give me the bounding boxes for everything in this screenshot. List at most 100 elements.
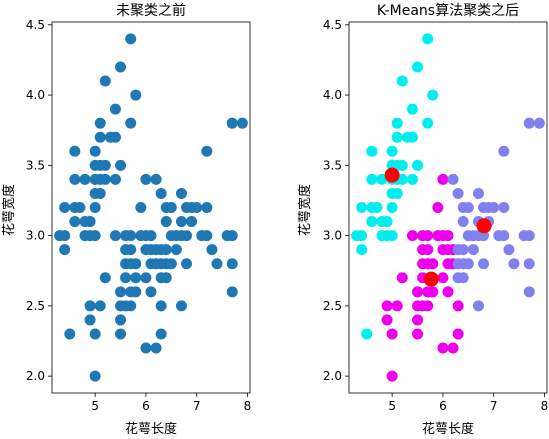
- data-point: [452, 328, 464, 340]
- data-point: [226, 258, 238, 270]
- data-point: [437, 173, 449, 185]
- data-point: [211, 258, 223, 270]
- data-point: [457, 272, 469, 284]
- data-point: [140, 342, 152, 354]
- data-point: [472, 187, 484, 199]
- y-tick-label: 3.5: [26, 158, 45, 172]
- data-point: [366, 216, 378, 228]
- data-points: [351, 33, 545, 382]
- data-point: [396, 159, 408, 171]
- y-ticks: 2.0 2.5 3.0 3.5 4.0 4.5: [26, 18, 52, 383]
- data-point: [175, 300, 187, 312]
- data-point: [406, 103, 418, 115]
- data-point: [376, 173, 388, 185]
- chart-title: 未聚类之前: [116, 2, 186, 19]
- data-point: [396, 75, 408, 87]
- data-point: [109, 230, 121, 242]
- y-tick-label: 2.0: [323, 369, 342, 383]
- data-point: [422, 244, 434, 256]
- data-point: [160, 272, 172, 284]
- data-point: [386, 230, 398, 242]
- data-point: [381, 216, 393, 228]
- x-tick-label: 7: [193, 399, 201, 413]
- y-ticks: 2.0 2.5 3.0 3.5 4.0 4.5: [323, 18, 349, 383]
- data-point: [125, 244, 137, 256]
- data-point: [170, 244, 182, 256]
- data-point: [175, 187, 187, 199]
- data-point: [191, 202, 203, 213]
- data-point: [432, 202, 444, 213]
- data-point: [442, 230, 454, 242]
- x-tick-label: 6: [142, 399, 150, 413]
- x-tick-label: 7: [490, 399, 498, 413]
- data-point: [109, 103, 121, 115]
- x-tick-label: 8: [244, 399, 252, 413]
- data-point: [84, 216, 96, 228]
- data-point: [437, 342, 449, 354]
- data-point: [94, 300, 106, 312]
- data-point: [84, 300, 96, 312]
- data-point: [391, 117, 403, 129]
- data-point: [155, 300, 167, 312]
- data-point: [462, 258, 474, 270]
- data-point: [437, 272, 449, 284]
- x-axis-label: 花萼长度: [422, 421, 474, 437]
- data-point: [175, 216, 187, 228]
- data-point: [89, 328, 101, 340]
- data-point: [457, 216, 469, 228]
- data-point: [115, 314, 127, 326]
- data-point: [206, 244, 218, 256]
- y-tick-label: 4.5: [323, 18, 342, 32]
- data-point: [130, 89, 142, 101]
- data-point: [140, 173, 152, 185]
- data-point: [412, 61, 424, 73]
- data-point: [523, 230, 535, 242]
- data-point: [391, 131, 403, 143]
- data-point: [498, 145, 510, 157]
- data-point: [99, 272, 111, 284]
- x-tick-label: 8: [541, 399, 549, 413]
- data-point: [412, 286, 424, 298]
- plot-frame: [51, 21, 251, 394]
- data-point: [125, 117, 137, 129]
- data-point: [145, 286, 157, 298]
- data-point: [64, 328, 76, 340]
- y-tick-label: 4.5: [26, 18, 45, 32]
- data-point: [488, 202, 500, 213]
- x-tick-label: 5: [388, 399, 396, 413]
- data-point: [386, 328, 398, 340]
- data-point: [160, 216, 172, 228]
- centroid-point: [476, 218, 492, 234]
- data-point: [150, 342, 162, 354]
- data-point: [371, 202, 383, 213]
- data-point: [386, 145, 398, 157]
- data-point: [155, 187, 167, 199]
- data-point: [523, 286, 535, 298]
- data-point: [99, 159, 111, 171]
- y-tick-label: 2.5: [323, 299, 342, 313]
- data-point: [79, 173, 91, 185]
- data-point: [89, 230, 101, 242]
- data-point: [366, 173, 378, 185]
- data-point: [186, 216, 198, 228]
- data-point: [533, 117, 545, 129]
- data-point: [109, 173, 121, 185]
- data-point: [412, 159, 424, 171]
- data-point: [99, 75, 111, 87]
- data-point: [406, 131, 418, 143]
- data-point: [135, 202, 147, 213]
- data-point: [181, 230, 193, 242]
- data-point: [99, 173, 111, 185]
- data-point: [59, 202, 71, 213]
- data-point: [125, 33, 137, 45]
- data-point: [422, 230, 434, 242]
- data-point: [381, 300, 393, 312]
- data-point: [115, 61, 127, 73]
- data-point: [69, 173, 81, 185]
- y-tick-label: 3.5: [323, 158, 342, 172]
- y-tick-label: 3.0: [26, 229, 45, 243]
- data-point: [406, 230, 418, 242]
- y-axis-label: 花萼宽度: [297, 184, 313, 236]
- data-point: [94, 117, 106, 129]
- data-point: [201, 145, 213, 157]
